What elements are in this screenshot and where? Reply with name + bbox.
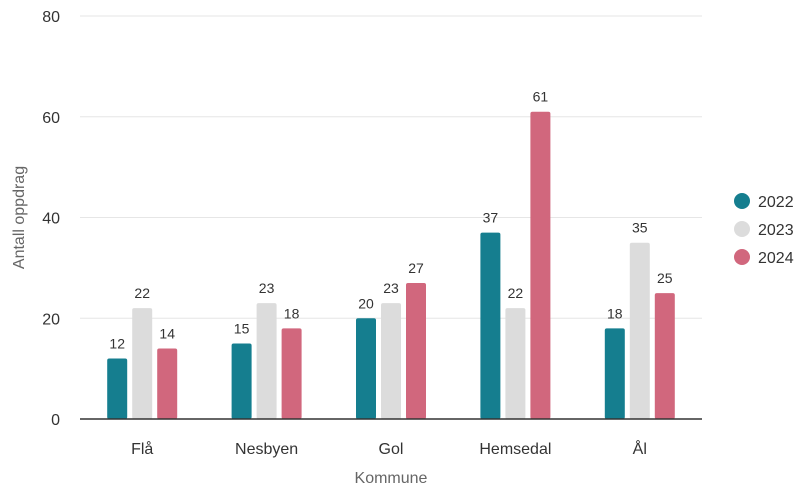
bar-2023-Hemsedal <box>505 308 526 419</box>
bar-2022-Hemsedal <box>480 232 501 419</box>
bar-2024-Flå <box>157 348 178 419</box>
y-tick-label: 20 <box>42 311 60 328</box>
legend: 2022 2023 2024 <box>734 193 794 267</box>
data-label: 22 <box>508 285 524 301</box>
bars <box>107 111 675 420</box>
data-label: 23 <box>259 280 275 296</box>
legend-label: 2024 <box>758 250 794 267</box>
data-label: 37 <box>483 210 499 226</box>
bar-2023-Flå <box>132 308 153 419</box>
bar-2023-Nesbyen <box>256 303 277 419</box>
bar-2024-Ål <box>654 293 675 419</box>
bar-2023-Gol <box>381 303 401 419</box>
x-tick-label: Hemsedal <box>479 441 551 458</box>
data-label: 14 <box>159 325 175 341</box>
bar-2024-Hemsedal <box>530 111 551 420</box>
bar-2022-Gol <box>356 318 376 419</box>
bar-2022-Flå <box>107 358 128 419</box>
bar-2024-Gol <box>406 282 426 419</box>
bar-2022-Ål <box>604 328 625 419</box>
bar-2022-Nesbyen <box>231 343 252 419</box>
data-label: 27 <box>408 260 424 276</box>
data-label: 18 <box>607 305 623 321</box>
data-label: 35 <box>632 220 648 236</box>
y-tick-label: 60 <box>42 110 60 127</box>
x-axis-title: Kommune <box>355 470 428 487</box>
x-tick-label: Flå <box>131 440 153 458</box>
x-tick-label: Ål <box>633 439 647 458</box>
legend-label: 2023 <box>758 222 794 239</box>
x-tick-label: Gol <box>379 441 404 458</box>
legend-marker <box>734 221 750 237</box>
gridlines <box>80 15 702 319</box>
data-label: 12 <box>109 336 125 352</box>
data-labels: 12 22 14 15 23 18 20 23 27 37 22 61 18 35 25 <box>109 89 672 352</box>
data-label: 18 <box>284 305 300 321</box>
legend-label: 2022 <box>758 194 794 211</box>
y-tick-label: 80 <box>42 9 60 26</box>
data-label: 20 <box>358 295 374 311</box>
legend-marker <box>734 249 750 265</box>
y-tick-label: 40 <box>42 211 60 228</box>
y-tick-label: 0 <box>51 412 60 429</box>
data-label: 15 <box>234 320 250 336</box>
x-tick-label: Nesbyen <box>235 441 298 458</box>
legend-marker <box>734 193 750 209</box>
y-axis-title: Antall oppdrag <box>11 166 28 269</box>
bar-2023-Ål <box>629 242 650 419</box>
data-label: 23 <box>383 280 399 296</box>
data-label: 61 <box>533 89 549 105</box>
x-axis-categories: Flå Nesbyen Gol Hemsedal Ål <box>131 439 647 458</box>
data-label: 22 <box>134 285 150 301</box>
data-label: 25 <box>657 270 673 286</box>
y-axis-ticks: 0 20 40 60 80 <box>42 9 60 429</box>
bar-2024-Nesbyen <box>281 328 302 419</box>
